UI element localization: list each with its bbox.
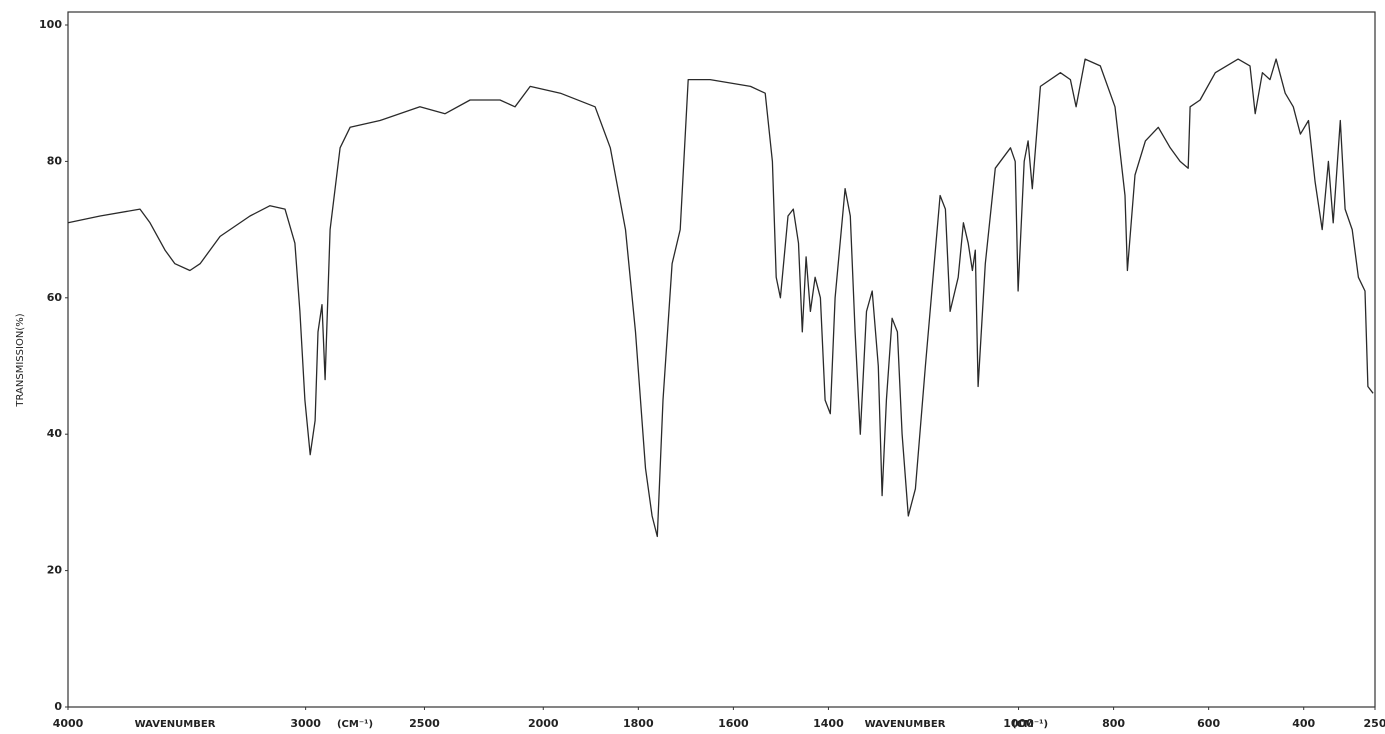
x-tick-label: 400: [1292, 717, 1315, 730]
x-tick-label: 250: [1364, 717, 1385, 730]
x-axis-unit: (CM⁻¹): [337, 719, 373, 730]
x-tick-label: 600: [1197, 717, 1220, 730]
y-tick-label: 20: [47, 564, 63, 577]
x-tick-label: 3000: [290, 717, 321, 730]
y-tick-label: 0: [54, 700, 62, 713]
x-tick-label: 1400: [813, 717, 844, 730]
spectrum-line: [68, 59, 1373, 536]
x-tick-label: 1800: [623, 717, 654, 730]
x-tick-label: 1600: [718, 717, 749, 730]
x-tick-label: 1000: [1003, 717, 1034, 730]
x-axis-label: WAVENUMBER: [865, 719, 946, 730]
x-axis-label: WAVENUMBER: [135, 719, 216, 730]
y-tick-label: 100: [39, 18, 62, 31]
chart: TRANSMISSION(%) WAVENUMBER (CM⁻¹) WAVENU…: [0, 0, 1385, 734]
y-tick-label: 40: [47, 427, 63, 440]
x-tick-label: 2500: [409, 717, 440, 730]
y-tick-label: 60: [47, 291, 63, 304]
page: {"chart_data": {"type": "line", "y_label…: [0, 0, 1385, 734]
plot-frame: [68, 12, 1375, 707]
y-tick-label: 80: [47, 154, 63, 167]
y-axis-label: TRANSMISSION(%): [15, 313, 26, 407]
x-tick-label: 800: [1102, 717, 1125, 730]
x-tick-label: 4000: [53, 717, 84, 730]
x-tick-label: 2000: [528, 717, 559, 730]
